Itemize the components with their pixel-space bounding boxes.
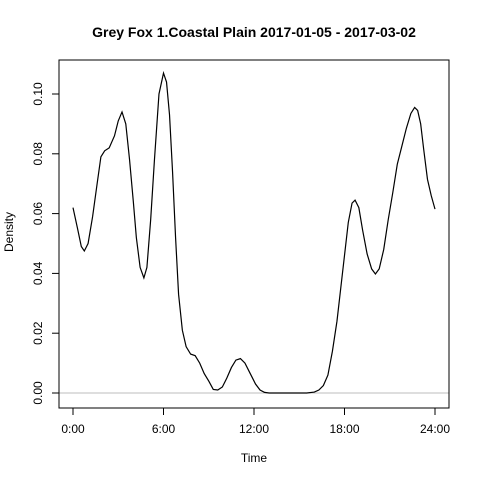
y-tick-label: 0.02 bbox=[31, 321, 45, 345]
x-axis-label: Time bbox=[241, 451, 268, 465]
y-tick-label: 0.10 bbox=[31, 82, 45, 106]
x-tick-label: 0:00 bbox=[61, 422, 85, 436]
x-tick-label: 18:00 bbox=[329, 422, 359, 436]
x-tick-label: 24:00 bbox=[420, 422, 450, 436]
x-axis: 0:00 6:00 12:00 18:00 24:00 bbox=[61, 407, 450, 436]
y-axis-label: Density bbox=[2, 212, 16, 252]
x-tick-label: 6:00 bbox=[152, 422, 176, 436]
y-tick-label: 0.00 bbox=[31, 381, 45, 405]
chart-title: Grey Fox 1.Coastal Plain 2017-01-05 - 20… bbox=[92, 24, 416, 40]
x-tick-label: 12:00 bbox=[239, 422, 269, 436]
y-tick-label: 0.04 bbox=[31, 261, 45, 285]
y-tick-label: 0.08 bbox=[31, 142, 45, 166]
y-tick-label: 0.06 bbox=[31, 202, 45, 226]
density-line bbox=[72, 70, 436, 394]
y-axis: 0.00 0.02 0.04 0.06 0.08 0.10 bbox=[31, 82, 60, 405]
